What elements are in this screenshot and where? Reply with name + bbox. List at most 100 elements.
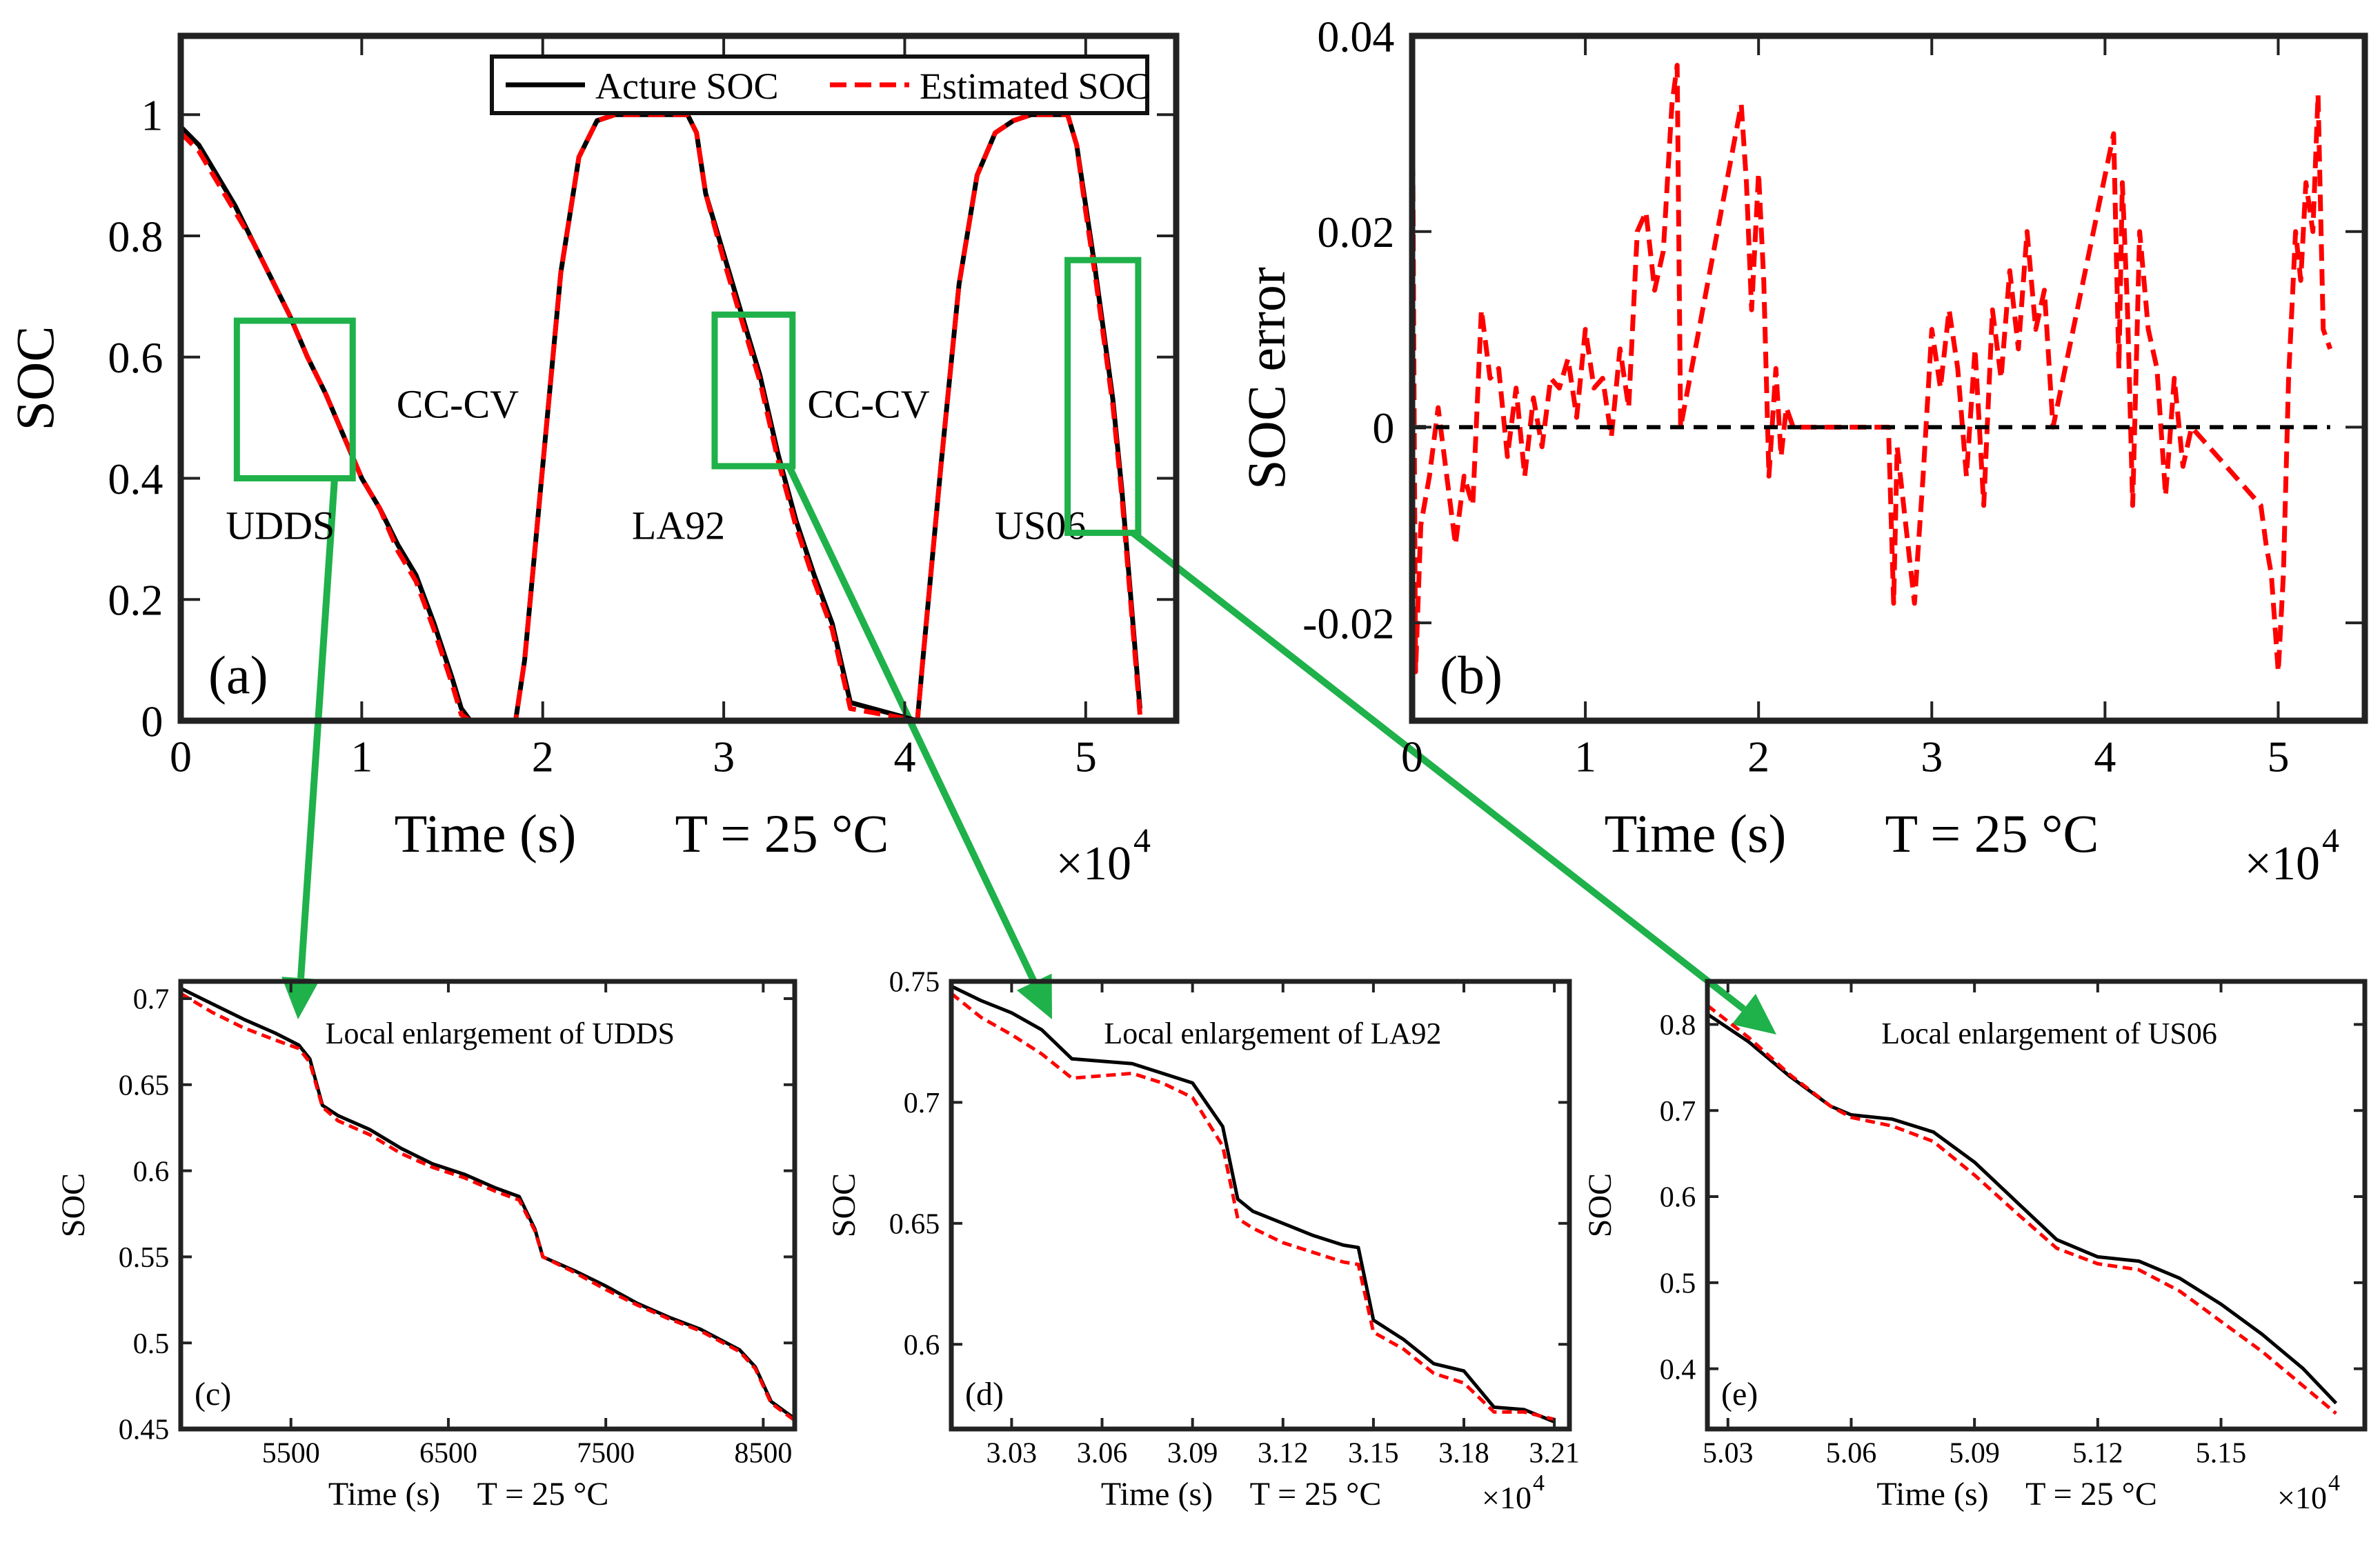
zoom-arrow-la92	[786, 464, 1038, 983]
plot-frame	[177, 32, 1180, 724]
condition-label: T = 25 °C	[675, 803, 889, 863]
series-line-estimated-soc	[179, 992, 796, 1422]
series-line-estimated-soc	[950, 992, 1555, 1421]
x-tick-label: 0	[1401, 732, 1423, 781]
cycle-annotation: CC-CV	[807, 382, 929, 427]
panel-e-us06-enlargement: 5.03 5.06 5.09 5.12 5.15 0.4 0.5 0.6 0.7 0.8 Time …	[1582, 979, 2368, 1515]
x-tick-label: 3.03	[986, 1437, 1038, 1469]
x-tick-label: 5.09	[1949, 1437, 2000, 1469]
series-line-estimated-soc	[1706, 1003, 2337, 1415]
y-tick-label: 0.4	[1660, 1354, 1696, 1386]
zoom-arrow-head-la92	[1016, 973, 1052, 1019]
axis-exponent: ×10	[2245, 837, 2320, 890]
y-tick-label: 0.04	[1317, 12, 1394, 61]
zoom-arrow-head-us06	[1732, 994, 1776, 1035]
zoom-box-us06	[1064, 257, 1142, 537]
x-tick-label: 5500	[262, 1437, 320, 1469]
cycle-annotation: UDDS	[226, 503, 335, 548]
cycle-annotation: CC-CV	[397, 382, 519, 427]
y-tick-label: 0	[141, 697, 163, 746]
y-tick-label: 0.6	[108, 333, 163, 382]
y-tick-label: 0.02	[1317, 208, 1394, 257]
panel-label: (d)	[965, 1376, 1004, 1412]
y-tick-label: 0.45	[119, 1415, 170, 1446]
x-tick-label: 3.15	[1348, 1437, 1399, 1469]
panel-label: (c)	[195, 1376, 231, 1412]
axis-exponent-power: 4	[2322, 821, 2339, 859]
condition-label: T = 25 °C	[2025, 1476, 2157, 1512]
y-tick-label: 0.6	[1660, 1182, 1696, 1214]
x-tick-label: 5.03	[1703, 1437, 1754, 1469]
plot-frame	[1705, 979, 2368, 1432]
y-tick-label: 0.65	[119, 1070, 170, 1101]
y-tick-label: 0.55	[119, 1242, 170, 1274]
x-tick-label: 5	[1075, 732, 1097, 781]
x-tick-label: 8500	[734, 1437, 792, 1469]
x-axis-label: Time (s)	[1605, 803, 1787, 863]
plot-frame	[178, 979, 797, 1432]
plot-frame	[1409, 32, 2368, 724]
x-tick-label: 6500	[419, 1437, 477, 1469]
y-tick-label: 1	[141, 91, 163, 140]
x-tick-label: 0	[170, 732, 192, 781]
cycle-annotation: US06	[995, 503, 1086, 548]
y-tick-label: 0.65	[889, 1209, 940, 1241]
y-tick-label: 0.5	[1660, 1268, 1696, 1300]
panel-a-soc-chart: 0 1 2 3 4 5 0 0.2 0.4 0.6 0.8 1 Time (s) T = 25 °C SOC…	[5, 32, 1180, 890]
x-tick-label: 3.12	[1258, 1437, 1309, 1469]
zoom-box-udds	[233, 317, 356, 481]
panel-title: Local enlargement of LA92	[1104, 1017, 1441, 1050]
panel-label: (a)	[208, 645, 268, 705]
x-tick-label: 3.18	[1438, 1437, 1489, 1469]
x-tick-label: 1	[350, 732, 373, 781]
x-tick-label: 3	[713, 732, 735, 781]
series-line-acture-soc	[950, 984, 1556, 1423]
x-tick-label: 4	[2094, 732, 2116, 781]
y-axis-label: SOC error	[1236, 267, 1296, 490]
y-tick-label: 0.4	[108, 454, 163, 503]
y-axis-label: SOC	[5, 326, 65, 431]
y-axis-label: SOC	[55, 1173, 92, 1237]
legend-box	[490, 54, 1149, 115]
x-tick-label: 3.09	[1167, 1437, 1218, 1469]
x-tick-label: 5	[2267, 732, 2289, 781]
x-tick-label: 5.15	[2196, 1437, 2247, 1469]
x-tick-label: 3.06	[1077, 1437, 1128, 1469]
legend-label-actual: Acture SOC	[595, 66, 778, 107]
x-tick-label: 2	[1747, 732, 1769, 781]
series-line-acture-soc	[179, 986, 796, 1421]
y-axis-label: SOC	[826, 1173, 862, 1237]
y-tick-label: 0.7	[904, 1088, 940, 1119]
y-tick-label: 0	[1372, 403, 1394, 452]
y-tick-label: -0.02	[1302, 599, 1394, 648]
y-tick-label: 0.8	[108, 212, 163, 261]
y-tick-label: 0.7	[133, 984, 170, 1016]
zoom-arrow-udds	[297, 478, 338, 979]
series-line-soc-error	[1409, 35, 2333, 674]
panel-title: Local enlargement of UDDS	[326, 1017, 675, 1050]
x-axis-label: Time (s)	[395, 803, 577, 863]
panel-d-la92-enlargement: 3.03 3.06 3.09 3.12 3.15 3.18 3.21 0.6 0.65 0.7 0.…	[826, 967, 1580, 1515]
condition-label: T = 25 °C	[1250, 1476, 1382, 1512]
y-tick-label: 0.7	[1660, 1096, 1696, 1128]
x-axis-label: Time (s)	[1101, 1476, 1213, 1512]
cycle-annotation: LA92	[632, 503, 725, 548]
y-tick-label: 0.5	[133, 1328, 170, 1360]
panel-label: (e)	[1721, 1376, 1758, 1412]
legend-label-estimated: Estimated SOC	[920, 66, 1151, 107]
x-tick-label: 3	[1921, 732, 1943, 781]
y-tick-label: 0.8	[1660, 1010, 1696, 1041]
x-tick-label: 4	[893, 732, 915, 781]
x-tick-label: 3.21	[1529, 1437, 1580, 1469]
axis-exponent: ×10	[1056, 837, 1131, 890]
axis-exponent-power: 4	[1133, 821, 1151, 859]
panel-b-soc-error-chart: 0 1 2 3 4 5 -0.02 0 0.02 0.04 Time (s) T = 25 °C SOC…	[1236, 12, 2368, 890]
y-axis-label: SOC	[1582, 1173, 1618, 1237]
x-tick-label: 7500	[577, 1437, 635, 1469]
axis-exponent-power: 4	[2328, 1470, 2340, 1496]
axis-exponent: ×10	[1482, 1480, 1531, 1515]
y-tick-label: 0.6	[133, 1156, 170, 1188]
x-tick-label: 2	[532, 732, 554, 781]
zoom-arrow-us06	[1130, 530, 1746, 1012]
